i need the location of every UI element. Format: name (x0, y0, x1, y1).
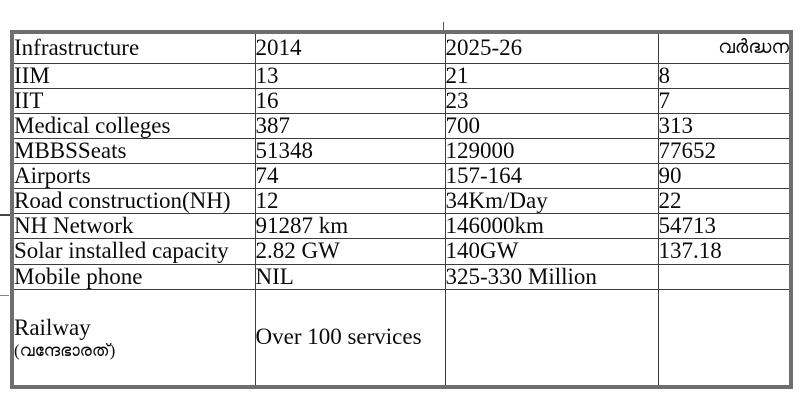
cell: 54713 (657, 213, 792, 240)
header-infrastructure: Infrastructure (11, 31, 256, 64)
row-label: MBBSSeats (11, 137, 256, 165)
cell: 157-164 (444, 163, 659, 190)
cell: 8 (657, 62, 792, 89)
cell: 13 (254, 62, 446, 89)
row-label-railway: Railway (വന്ദേഭാരത്) (11, 288, 256, 388)
cell: 137.18 (657, 238, 792, 265)
cell: 21 (444, 62, 659, 89)
gridline-stub-top (443, 22, 444, 30)
header-2014: 2014 (254, 31, 446, 64)
cell: NIL (254, 263, 446, 290)
gridline-stub-left-lower (0, 295, 9, 296)
cell: 77652 (657, 137, 792, 165)
cell: 2.82 GW (254, 238, 446, 265)
cell: 51348 (254, 137, 446, 165)
header-2025-26: 2025-26 (444, 31, 659, 64)
row-label: NH Network (11, 213, 256, 240)
row-label: Road construction(NH) (11, 188, 256, 215)
row-label: Mobile phone (11, 263, 256, 290)
cell: 16 (254, 87, 446, 114)
row-label: Medical colleges (11, 112, 256, 139)
railway-label-line2-malayalam: (വന്ദേഭാരത്) (14, 341, 116, 361)
row-label: IIM (11, 62, 256, 89)
cell: 12 (254, 188, 446, 215)
cell: 74 (254, 163, 446, 190)
table-header-row: Infrastructure 2014 2025-26 വർദ്ധന (11, 31, 792, 64)
cell: 146000km (444, 213, 659, 240)
row-label: Solar installed capacity (11, 238, 256, 265)
cell: 91287 km (254, 213, 446, 240)
cell (444, 288, 659, 388)
cell: 90 (657, 163, 792, 190)
row-label: Airports (11, 163, 256, 190)
table-row-medical-colleges: Medical colleges 387 700 313 (11, 112, 792, 139)
table-row-railway: Railway (വന്ദേഭാരത്) Over 100 services (11, 288, 792, 388)
cell (657, 263, 792, 290)
table-row-road-construction: Road construction(NH) 12 34Km/Day 22 (11, 188, 792, 215)
table-row-iim: IIM 13 21 8 (11, 62, 792, 89)
table-row-mbbs-seats: MBBSSeats 51348 129000 77652 (11, 137, 792, 165)
cell: 23 (444, 87, 659, 114)
cell (657, 288, 792, 388)
table-row-iit: IIT 16 23 7 (11, 87, 792, 114)
cell: 140GW (444, 238, 659, 265)
row-label: IIT (11, 87, 256, 114)
cell: 34Km/Day (444, 188, 659, 215)
table-row-airports: Airports 74 157-164 90 (11, 163, 792, 190)
railway-label-line1: Railway (14, 314, 91, 340)
cell: 22 (657, 188, 792, 215)
cell: 7 (657, 87, 792, 114)
table-row-nh-network: NH Network 91287 km 146000km 54713 (11, 213, 792, 240)
cell: 700 (444, 112, 659, 139)
gridline-stub-left-upper (0, 214, 14, 216)
infrastructure-comparison-table: Infrastructure 2014 2025-26 വർദ്ധന IIM 1… (10, 30, 793, 390)
table-row-mobile-phone: Mobile phone NIL 325-330 Million (11, 263, 792, 290)
cell: 129000 (444, 137, 659, 165)
cell: 325-330 Million (444, 263, 659, 290)
cell: Over 100 services (254, 288, 446, 388)
cell: 387 (254, 112, 446, 139)
table-row-solar-capacity: Solar installed capacity 2.82 GW 140GW 1… (11, 238, 792, 265)
header-increase-malayalam: വർദ്ധന (657, 31, 792, 64)
cell: 313 (657, 112, 792, 139)
